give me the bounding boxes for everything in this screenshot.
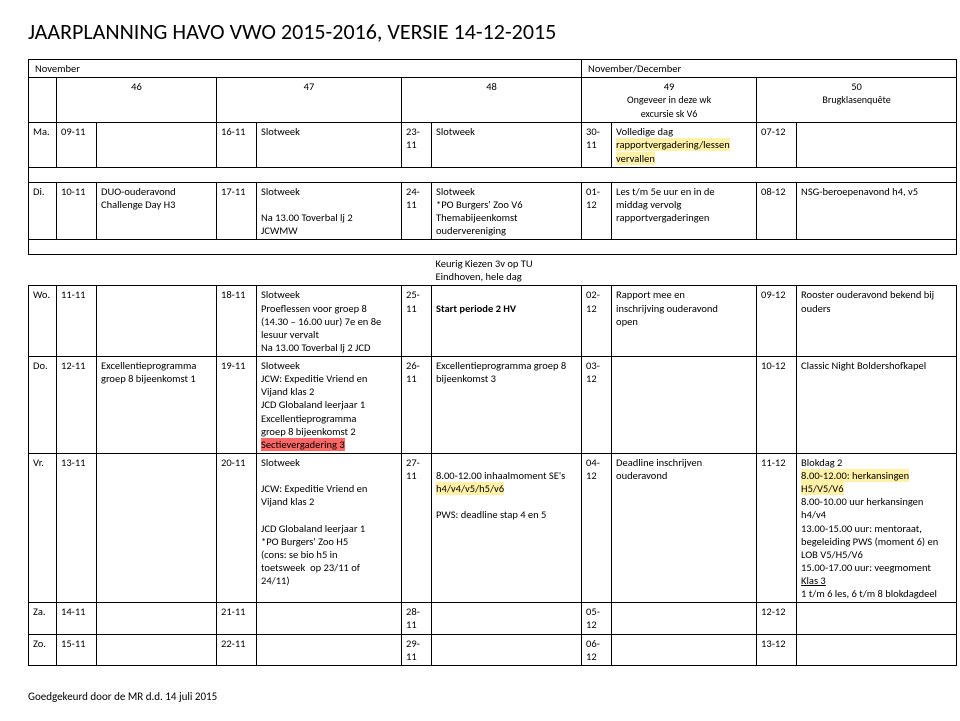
row-di: Di. 10-11 DUO-ouderavond Challenge Day H… xyxy=(29,182,957,240)
month-right: November/December xyxy=(582,60,957,78)
week-49: 49 Ongeveer in deze wk excursie sk V6 xyxy=(582,78,757,123)
month-left: November xyxy=(29,60,582,78)
row-zo: Zo. 15-11 22-11 29- 11 06- 12 13-12 xyxy=(29,634,957,665)
row-midnote: Keurig Kiezen 3v op TU Eindhoven, hele d… xyxy=(29,255,957,286)
month-header-row: November November/December xyxy=(29,60,957,78)
row-wo: Wo. 11-11 18-11 Slotweek Proeflessen voo… xyxy=(29,286,957,357)
week-47: 47 xyxy=(217,78,402,123)
week-number-row: 46 47 48 49 Ongeveer in deze wk excursie… xyxy=(29,78,957,123)
week-46: 46 xyxy=(57,78,217,123)
footer-approval: Goedgekeurd door de MR d.d. 14 juli 2015 xyxy=(28,690,932,703)
page-title: JAARPLANNING HAVO VWO 2015-2016, VERSIE … xyxy=(28,18,932,45)
row-do: Do. 12-11 Excellentieprogramma groep 8 b… xyxy=(29,357,957,454)
planning-table: November November/December 46 47 48 49 O… xyxy=(28,59,957,666)
row-vr: Vr. 13-11 20-11 Slotweek JCW: Expeditie … xyxy=(29,453,957,602)
row-za: Za. 14-11 21-11 28- 11 05- 12 12-12 xyxy=(29,603,957,634)
row-ma: Ma. 09-11 16-11 Slotweek 23- 11 Slotweek… xyxy=(29,123,957,167)
week-48: 48 xyxy=(402,78,582,123)
week-50: 50 Brugklasenquête xyxy=(757,78,957,123)
